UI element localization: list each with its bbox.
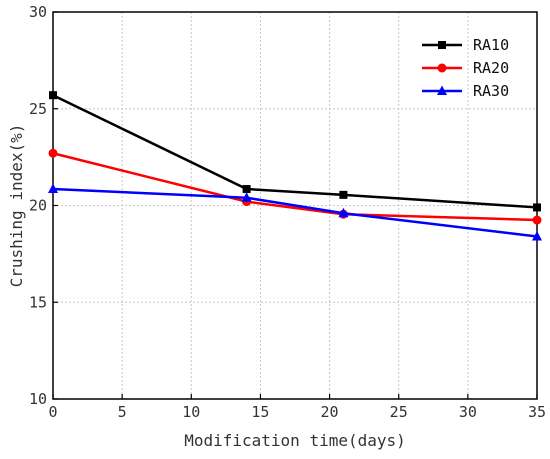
x-tick-label: 20: [321, 403, 339, 421]
x-tick-label: 15: [251, 403, 269, 421]
series-line-ra10: [52, 94, 538, 209]
y-axis-title: Crushing index(%): [7, 124, 26, 288]
data-point-ra30: [338, 207, 349, 218]
y-tick-label: 20: [29, 197, 47, 215]
x-tick-label: 35: [528, 403, 546, 421]
legend-item-ra30: RA30: [422, 82, 509, 100]
x-axis-title: Modification time(days): [184, 431, 406, 450]
data-point-ra30: [48, 183, 58, 194]
x-tick-label: 25: [390, 403, 408, 421]
x-tick-label: 5: [118, 403, 127, 421]
legend-item-ra20: RA20: [422, 59, 509, 77]
series-line-ra20: [52, 152, 538, 222]
series-line-ra30: [52, 187, 538, 238]
x-tick-label: 30: [459, 403, 477, 421]
y-tick-label: 10: [29, 390, 47, 408]
legend-marker: [437, 63, 447, 73]
data-point-ra20: [532, 215, 542, 225]
legend-label: RA30: [473, 82, 509, 100]
data-point-ra30: [532, 230, 542, 241]
legend-label: RA10: [473, 36, 509, 54]
series-group: [48, 91, 542, 241]
data-point-ra10: [533, 203, 541, 212]
series-ra30: [48, 183, 542, 241]
legend: RA10 RA20 RA30: [422, 36, 509, 100]
legend-marker: [438, 41, 446, 49]
series-ra10: [49, 91, 541, 212]
x-tick-label: 0: [48, 403, 57, 421]
x-tick-label: 10: [182, 403, 200, 421]
legend-marker: [437, 85, 447, 95]
axis-ticks: 0 5 10 15 20 25 30 35 10 15 20 25 30: [29, 3, 546, 421]
data-point-ra10: [242, 185, 251, 194]
data-point-ra20: [48, 148, 58, 158]
y-tick-label: 15: [29, 293, 47, 311]
y-tick-label: 25: [29, 100, 47, 118]
legend-label: RA20: [473, 59, 509, 77]
data-point-ra10: [339, 190, 348, 199]
legend-item-ra10: RA10: [422, 36, 509, 54]
data-point-ra30: [241, 192, 252, 202]
y-tick-label: 30: [29, 3, 47, 21]
data-point-ra10: [49, 91, 57, 100]
